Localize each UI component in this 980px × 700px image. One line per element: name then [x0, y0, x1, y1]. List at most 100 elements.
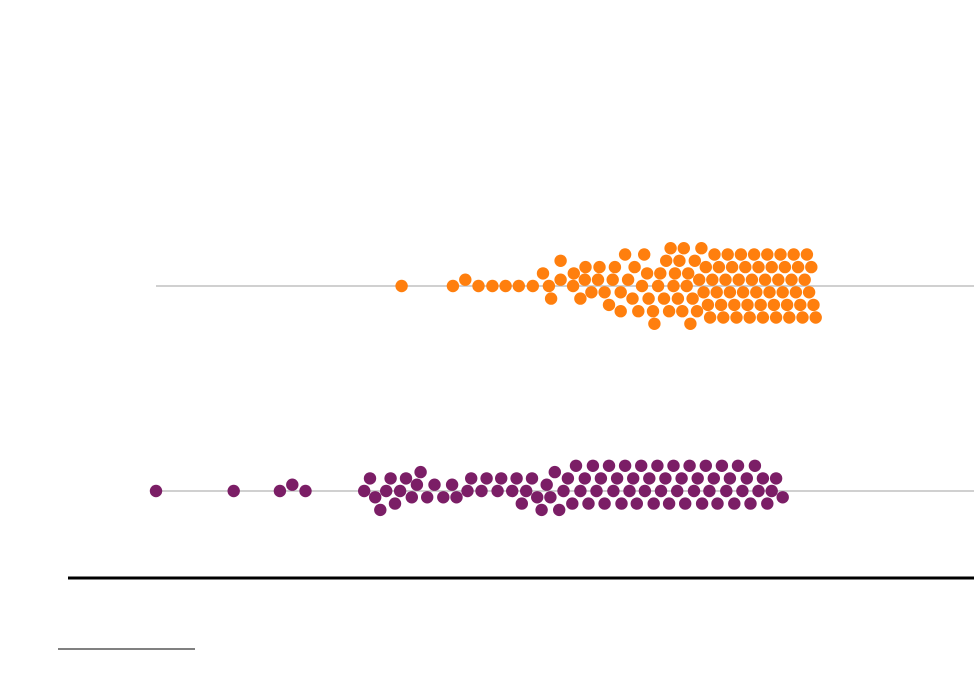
dot-series-1-62	[651, 459, 664, 472]
dot-series-1-46	[586, 459, 600, 472]
dot-series-1-17	[421, 491, 434, 504]
dot-series-0-56	[693, 273, 706, 286]
dot-series-1-4	[299, 484, 312, 498]
dot-series-1-38	[553, 503, 566, 517]
dot-series-0-66	[714, 298, 728, 312]
dot-series-0-9	[542, 279, 556, 293]
dot-series-0-81	[747, 248, 761, 261]
dot-series-1-41	[566, 497, 579, 510]
dot-series-0-23	[606, 273, 619, 286]
dot-series-0-36	[646, 305, 660, 318]
dot-series-0-61	[703, 311, 717, 324]
dot-series-1-22	[461, 484, 474, 498]
dot-series-0-11	[554, 273, 567, 286]
dot-series-0-4	[486, 279, 499, 293]
dot-series-1-6	[363, 472, 377, 485]
dot-series-1-42	[569, 459, 583, 472]
dot-series-0-50	[680, 279, 693, 293]
dot-series-0-33	[638, 248, 651, 261]
dot-series-1-51	[607, 484, 620, 498]
dot-series-1-57	[630, 497, 643, 510]
dot-series-0-104	[798, 273, 811, 286]
dot-series-1-75	[703, 484, 716, 498]
dot-series-1-21	[450, 491, 463, 504]
dot-series-0-78	[741, 298, 754, 312]
dot-series-0-20	[593, 260, 606, 274]
dot-series-0-55	[690, 305, 704, 318]
dot-series-0-19	[591, 273, 605, 286]
dot-series-1-63	[654, 484, 668, 498]
dot-series-1-14	[405, 491, 418, 504]
dot-series-1-90	[765, 484, 778, 498]
dot-series-0-88	[763, 286, 776, 299]
dot-series-0-59	[699, 260, 712, 274]
dot-series-0-83	[752, 260, 765, 274]
dot-series-1-61	[647, 497, 660, 510]
dot-series-1-5	[358, 484, 371, 498]
dot-series-1-13	[399, 472, 413, 485]
dot-series-0-39	[654, 267, 667, 280]
dot-series-1-58	[635, 459, 648, 472]
dot-series-0-5	[499, 279, 512, 293]
dot-series-0-74	[732, 273, 745, 286]
dot-series-0-92	[772, 273, 785, 286]
dot-series-1-60	[643, 472, 656, 485]
dot-series-1-1	[227, 484, 240, 498]
dot-series-0-77	[739, 260, 752, 274]
dot-series-0-35	[642, 292, 655, 305]
dot-series-0-58	[697, 286, 710, 299]
dot-series-1-76	[707, 472, 720, 485]
dot-series-1-49	[598, 497, 611, 510]
dot-series-1-78	[715, 459, 729, 472]
dot-series-1-88	[756, 472, 770, 485]
dot-series-1-33	[531, 491, 544, 504]
dot-series-0-87	[761, 248, 774, 261]
dot-series-0-13	[566, 279, 580, 293]
dot-series-1-0	[149, 484, 163, 498]
dot-series-1-29	[510, 472, 523, 485]
dot-series-1-52	[610, 472, 624, 485]
dot-series-0-54	[688, 254, 701, 267]
dot-series-0-90	[767, 298, 781, 312]
dot-series-1-65	[662, 497, 676, 510]
dot-series-1-24	[475, 484, 488, 498]
row-lines	[156, 285, 974, 492]
dot-series-0-17	[579, 260, 592, 274]
dot-series-1-37	[548, 465, 561, 479]
dot-series-0-96	[780, 298, 794, 312]
dot-series-1-66	[667, 459, 680, 472]
dot-series-0-85	[756, 311, 770, 324]
dot-series-1-59	[638, 484, 652, 498]
dot-series-0-101	[791, 260, 805, 274]
dot-series-1-15	[410, 478, 424, 491]
dot-series-0-67	[717, 311, 730, 324]
dot-series-0-48	[676, 305, 689, 318]
dot-series-1-86	[748, 459, 762, 472]
dot-series-0-108	[807, 298, 820, 312]
dot-series-1-73	[695, 497, 709, 510]
dot-series-0-46	[671, 292, 685, 305]
dot-series-0-21	[598, 286, 611, 299]
dot-series-0-62	[706, 273, 719, 286]
dot-series-0-71	[725, 260, 739, 274]
dot-series-1-3	[286, 478, 299, 491]
dot-series-0-22	[602, 298, 616, 312]
dot-series-0-60	[701, 298, 715, 312]
dot-series-0-86	[758, 273, 772, 286]
dot-series-0-24	[608, 260, 622, 274]
dot-series-1-84	[740, 472, 753, 485]
dot-series-0-44	[667, 279, 680, 293]
dot-series-0-41	[660, 254, 673, 267]
dot-series-0-84	[754, 298, 767, 312]
dot-series-0-25	[614, 286, 627, 299]
dot-series-0-53	[686, 292, 699, 305]
dot-series-0-70	[723, 286, 737, 299]
dot-series-1-32	[525, 472, 539, 485]
dot-series-0-7	[526, 279, 539, 293]
dot-series-0-107	[805, 260, 818, 274]
dot-series-1-91	[769, 472, 783, 485]
dot-series-0-51	[682, 267, 695, 280]
dot-series-1-50	[602, 459, 616, 472]
dot-series-0-106	[802, 286, 816, 299]
